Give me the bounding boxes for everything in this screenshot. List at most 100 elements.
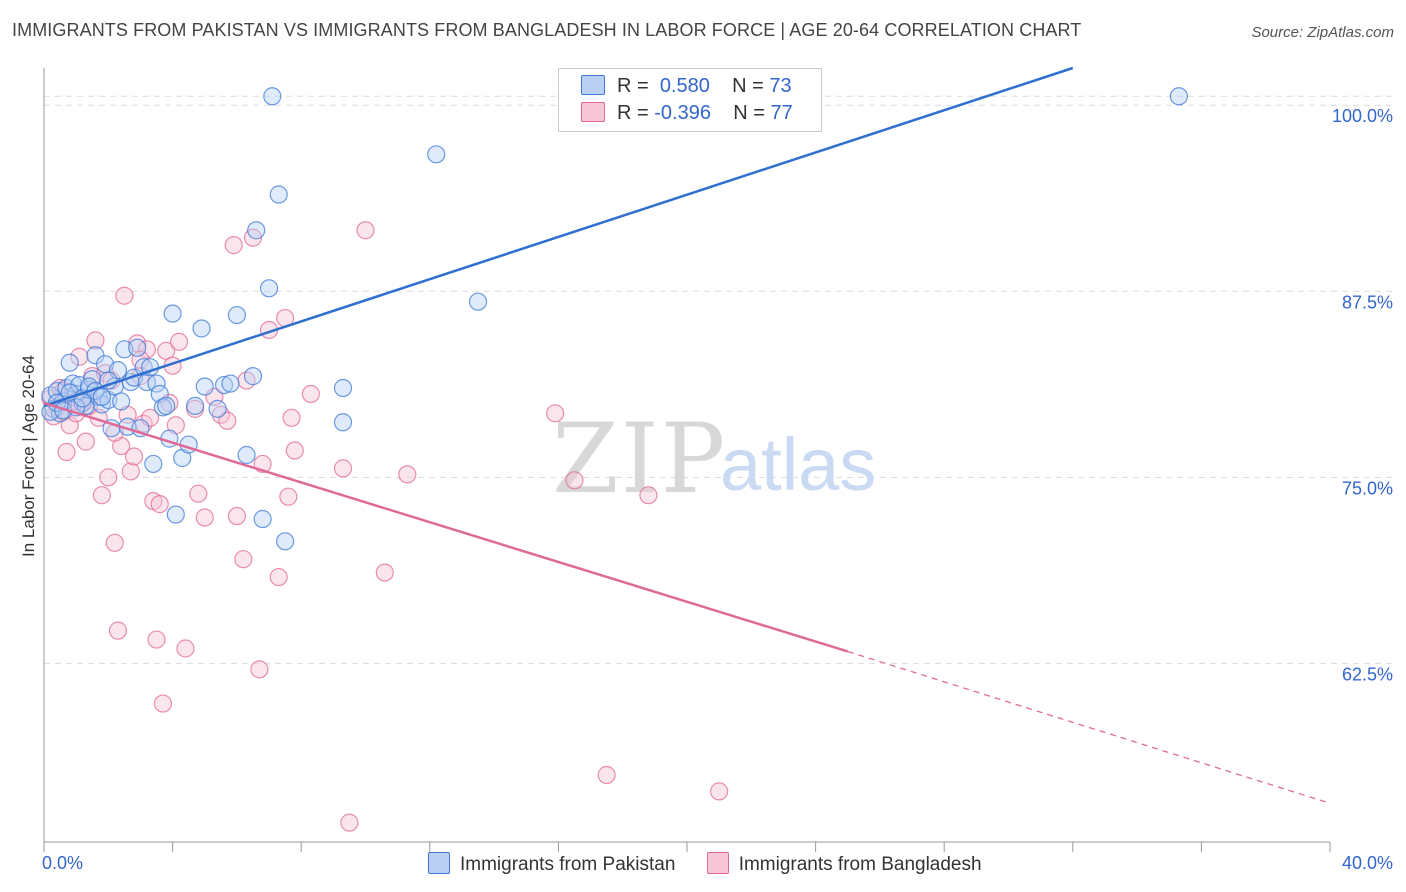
point-pakistan <box>427 145 446 164</box>
point-pakistan <box>92 387 111 407</box>
point-pakistan <box>1169 87 1188 106</box>
point-bangladesh <box>282 408 301 427</box>
legend-swatch-bangladesh <box>581 102 605 122</box>
point-bangladesh <box>92 486 111 505</box>
legend-n-value: 77 <box>770 102 793 124</box>
trend-line-bangladesh-extension <box>847 650 1331 804</box>
watermark: ZIP atlas <box>552 403 876 515</box>
point-bangladesh <box>86 331 105 350</box>
point-pakistan <box>243 367 263 386</box>
point-pakistan <box>144 454 163 474</box>
point-bangladesh <box>153 694 173 713</box>
axis-layer: 62.5% 75.0% 87.5% 100.0% 0.0% 40.0% <box>42 68 1393 873</box>
y-tick-label: 62.5% <box>1342 664 1393 684</box>
trend-line-pakistan <box>43 66 1074 408</box>
point-pakistan <box>192 319 211 338</box>
point-pakistan <box>269 185 288 204</box>
point-bangladesh <box>234 550 253 569</box>
legend-r-label: R = <box>617 75 649 97</box>
point-bangladesh <box>333 459 353 478</box>
legend-row-pakistan: R = 0.580 N = 73 <box>581 73 792 99</box>
series-swatch-pakistan <box>428 852 450 874</box>
point-pakistan <box>60 353 79 372</box>
y-axis-label: In Labor Force | Age 20-64 <box>19 355 38 557</box>
series-legend: Immigrants from Pakistan Immigrants from… <box>428 852 1008 876</box>
point-pakistan <box>263 87 282 106</box>
point-bangladesh <box>227 506 246 526</box>
point-bangladesh <box>57 442 76 462</box>
point-pakistan <box>128 338 147 357</box>
y-tick-label: 100.0% <box>1332 106 1393 126</box>
point-bangladesh <box>121 462 140 481</box>
point-pakistan <box>137 372 156 392</box>
series-name: Immigrants from Bangladesh <box>738 854 982 875</box>
legend-r-label: R = <box>617 102 649 124</box>
point-bangladesh <box>285 441 304 460</box>
trend-line-bangladesh <box>43 401 849 653</box>
point-pakistan <box>276 532 295 551</box>
legend-n-label: N = <box>732 75 764 97</box>
source-credit: Source: ZipAtlas.com <box>1251 24 1394 41</box>
point-bangladesh <box>269 567 288 587</box>
point-bangladesh <box>710 782 729 801</box>
legend-swatch-pakistan <box>581 75 605 95</box>
point-pakistan <box>237 445 256 465</box>
point-bangladesh <box>176 639 195 658</box>
point-bangladesh <box>301 384 320 404</box>
point-pakistan <box>333 378 353 398</box>
point-bangladesh <box>124 447 144 466</box>
series-swatch-bangladesh <box>706 852 729 874</box>
y-tick-label: 87.5% <box>1342 292 1393 312</box>
point-pakistan <box>333 413 353 432</box>
point-pakistan <box>227 305 246 325</box>
point-bangladesh <box>99 468 118 487</box>
point-bangladesh <box>115 286 134 305</box>
point-pakistan <box>166 505 185 524</box>
point-bangladesh <box>105 533 124 552</box>
point-bangladesh <box>639 486 658 505</box>
point-bangladesh <box>147 630 166 649</box>
point-pakistan <box>163 304 182 323</box>
y-tick-label: 75.0% <box>1342 478 1393 498</box>
point-bangladesh <box>250 660 269 679</box>
legend-r-value: 0.580 <box>659 75 710 97</box>
point-pakistan <box>195 377 214 396</box>
point-bangladesh <box>108 621 128 640</box>
point-bangladesh <box>137 340 156 359</box>
point-pakistan <box>253 509 272 529</box>
point-bangladesh <box>340 813 359 832</box>
point-pakistan <box>112 392 131 411</box>
point-bangladesh <box>597 765 616 785</box>
legend-n-label: N = <box>733 102 765 124</box>
legend-n-value: 73 <box>769 75 792 97</box>
series-legend-bangladesh: Immigrants from Bangladesh <box>706 852 982 876</box>
point-pakistan <box>147 374 166 393</box>
point-bangladesh <box>218 411 237 430</box>
point-pakistan <box>157 396 176 415</box>
trend-layer <box>43 66 1331 804</box>
legend-r-value: -0.396 <box>654 102 711 124</box>
point-bangladesh <box>150 495 169 514</box>
watermark-atlas: atlas <box>720 423 876 506</box>
point-pakistan <box>186 396 205 415</box>
point-pakistan <box>99 371 118 390</box>
point-pakistan <box>221 374 240 393</box>
point-bangladesh <box>356 221 375 240</box>
point-pakistan <box>468 292 488 311</box>
point-bangladesh <box>279 487 298 506</box>
point-bangladesh <box>195 508 214 527</box>
point-pakistan <box>214 375 234 395</box>
watermark-zip: ZIP <box>552 403 727 515</box>
point-bangladesh <box>169 332 189 351</box>
series-legend-pakistan: Immigrants from Pakistan <box>428 852 675 876</box>
point-bangladesh <box>398 465 417 484</box>
point-bangladesh <box>375 563 394 582</box>
x-tick-label: 40.0% <box>1342 853 1393 873</box>
legend-row-bangladesh: R = -0.396 N = 77 <box>581 100 793 126</box>
point-bangladesh <box>546 404 565 423</box>
point-pakistan <box>259 279 279 298</box>
chart-title: IMMIGRANTS FROM PAKISTAN VS IMMIGRANTS F… <box>12 20 1082 40</box>
points-layer <box>41 87 1188 832</box>
point-bangladesh <box>224 236 243 255</box>
